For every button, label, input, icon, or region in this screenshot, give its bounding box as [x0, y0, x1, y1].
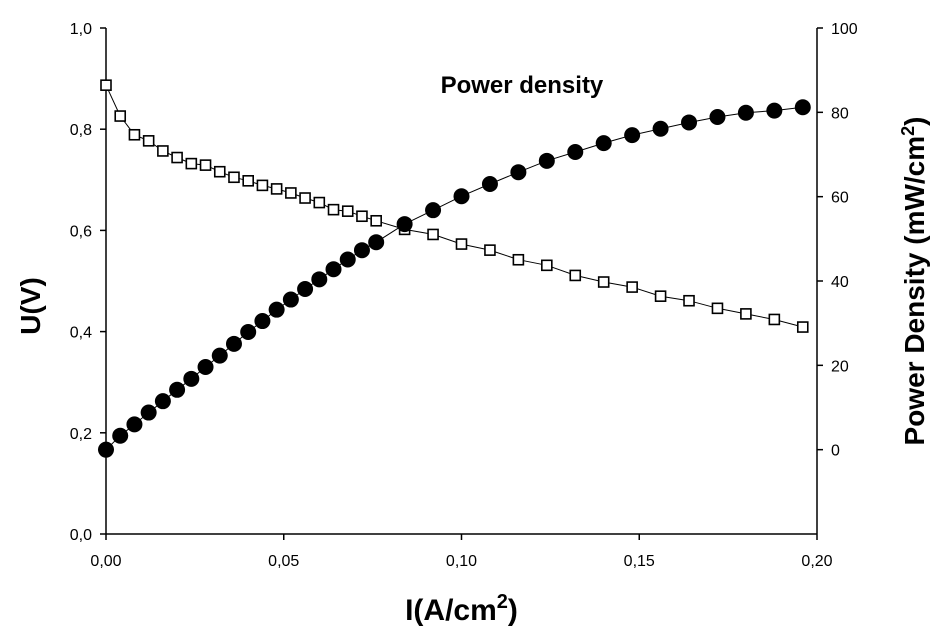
power-density-point: [311, 271, 328, 288]
power-density-point: [282, 291, 299, 308]
voltage-point: [171, 151, 183, 164]
axes: [105, 28, 818, 535]
voltage-point: [327, 203, 340, 216]
power-density-point: [197, 359, 214, 376]
power-density-point: [624, 127, 641, 144]
x-tick-label: 0,10: [446, 553, 477, 570]
power-density-point: [297, 281, 314, 298]
voltage-point: [455, 238, 468, 250]
power-density-point: [709, 108, 726, 125]
voltage-point: [683, 294, 695, 307]
y-right-tick-label: 20: [831, 358, 849, 375]
power-density-point: [225, 335, 242, 352]
power-density-point: [353, 242, 370, 259]
x-tick-label: 0,15: [624, 553, 655, 570]
voltage-point: [796, 321, 809, 333]
voltage-point: [341, 205, 354, 217]
y-right-tick-label: 0: [831, 443, 840, 460]
power-density-point: [681, 114, 698, 131]
ticks: 0,00 0,05 0,10 0,15 0,20 0,0 0,2 0,4 0,6 0,8 1,0 0 2…: [70, 21, 858, 570]
y-right-tick-label: 60: [831, 190, 849, 207]
power-density-point: [425, 202, 442, 219]
power-density-point: [154, 393, 171, 410]
voltage-point: [654, 290, 667, 302]
power-density-point: [652, 120, 669, 137]
voltage-point: [569, 269, 582, 282]
y-left-tick-label: 0,0: [70, 527, 92, 544]
voltage-point: [597, 276, 610, 288]
voltage-point: [199, 159, 212, 171]
power-density-point: [98, 441, 114, 458]
power-density-point: [481, 176, 498, 193]
y-left-axis-title: U(V): [15, 277, 46, 335]
power-density-point: [396, 216, 413, 233]
voltage-point: [711, 302, 724, 315]
voltage-point: [270, 183, 283, 195]
voltage-point: [370, 214, 382, 227]
y-left-tick-label: 0,2: [70, 426, 92, 443]
voltage-point: [541, 259, 553, 272]
voltage-point: [185, 157, 198, 170]
power-density-point: [140, 404, 157, 421]
power-density-point: [254, 313, 271, 330]
power-density-point: [268, 301, 285, 318]
y-right-tick-label: 40: [831, 274, 849, 291]
power-density-point: [240, 324, 257, 341]
x-axis-title: I(A/cm2): [405, 591, 518, 627]
power-density-point: [737, 104, 754, 121]
voltage-point: [626, 281, 638, 293]
voltage-point: [512, 253, 525, 266]
voltage-point: [740, 308, 752, 320]
voltage-point: [427, 228, 439, 241]
series-line-1: [105, 106, 803, 451]
voltage-point: [128, 128, 141, 141]
voltage-point: [256, 179, 269, 192]
y-left-tick-label: 0,6: [70, 223, 92, 240]
y-left-tick-label: 1,0: [70, 21, 92, 38]
voltage-point: [356, 210, 368, 223]
series-markers: [98, 79, 811, 458]
series-lines: [105, 84, 803, 451]
voltage-point: [114, 110, 127, 122]
y-left-tick-label: 0,4: [70, 325, 92, 342]
power-density-point: [112, 427, 129, 444]
x-tick-label: 0,00: [90, 553, 121, 570]
y-left-tick-label: 0,8: [70, 122, 92, 139]
voltage-point: [242, 175, 254, 187]
voltage-point: [100, 79, 112, 91]
power-density-point: [325, 261, 342, 278]
power-density-point: [211, 347, 228, 364]
power-density-point: [567, 143, 584, 160]
power-density-point: [339, 251, 356, 268]
x-tick-label: 0,20: [801, 553, 832, 570]
power-density-point: [766, 102, 783, 119]
power-density-point: [510, 164, 527, 181]
series-line-0: [105, 84, 803, 328]
power-density-point: [538, 152, 555, 169]
annotation-power-density: Power density: [441, 72, 604, 99]
voltage-point: [285, 187, 297, 199]
labels: Power density I(A/cm2) U(V) Power Density (…: [15, 72, 930, 627]
y-right-axis-title: Power Density (mW/cm2): [898, 117, 930, 446]
y-right-tick-label: 100: [831, 21, 858, 38]
voltage-point: [213, 165, 226, 178]
voltage-point: [157, 145, 169, 157]
power-density-point: [368, 234, 385, 251]
y-right-tick-label: 80: [831, 105, 849, 122]
voltage-point: [228, 171, 240, 184]
voltage-point: [484, 244, 496, 256]
voltage-point: [768, 313, 781, 326]
power-density-point: [183, 370, 200, 387]
power-density-point: [453, 188, 470, 205]
power-density-point: [794, 99, 811, 116]
power-density-point: [169, 381, 186, 398]
x-tick-label: 0,05: [268, 553, 299, 570]
voltage-point: [142, 135, 155, 147]
voltage-point: [299, 192, 311, 204]
power-density-point: [595, 135, 612, 152]
power-density-point: [126, 416, 143, 433]
voltage-point: [313, 196, 326, 209]
